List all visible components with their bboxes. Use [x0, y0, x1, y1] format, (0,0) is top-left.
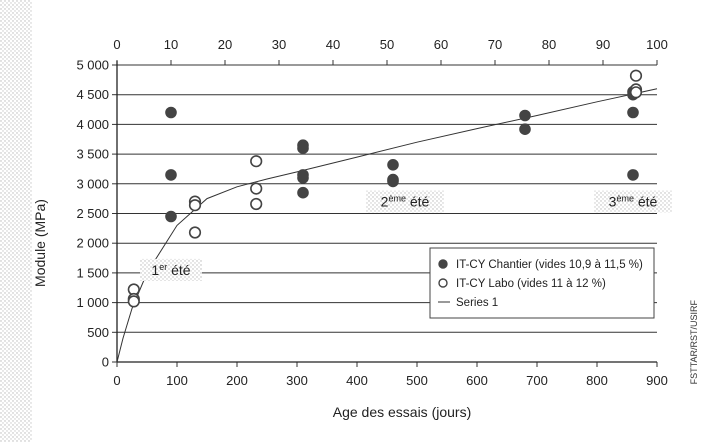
annotation-bg	[594, 190, 672, 213]
legend-label: IT-CY Labo (vides 11 à 12 %)	[456, 278, 606, 290]
x-axis-label: Age des essais (jours)	[333, 404, 472, 420]
x2-tick-label: 80	[542, 37, 556, 52]
x-tick-label: 400	[346, 373, 368, 388]
fit-curve-layer	[116, 88, 658, 363]
point-chantier	[387, 159, 399, 171]
y-tick-label: 500	[87, 325, 109, 340]
x-tick-label: 100	[166, 373, 188, 388]
image-credit: FSTTAR/RST/USIRF	[689, 300, 699, 385]
legend: IT-CY Chantier (vides 10,9 à 11,5 %) IT-C…	[429, 247, 655, 319]
legend-box	[429, 247, 655, 319]
x-tick-label: 800	[586, 373, 608, 388]
annotations: 1er été 2ème été 3ème été	[140, 190, 672, 281]
point-labo	[250, 155, 263, 168]
y-tick-label: 0	[102, 355, 109, 370]
point-labo	[250, 182, 263, 195]
annotation-label: 3ème été	[609, 194, 658, 210]
legend-marker-filled	[438, 259, 448, 269]
point-chantier	[627, 106, 639, 119]
x2-tick-label: 90	[596, 37, 610, 52]
x2-tick-label: 10	[164, 37, 178, 52]
point-chantier	[165, 106, 177, 119]
y-axis-label: Module (MPa)	[32, 199, 48, 287]
x-tick-label: 200	[226, 373, 248, 388]
x2-tick-label: 60	[434, 37, 448, 52]
y-tick-label: 5 000	[76, 58, 109, 73]
annotation-bg	[366, 190, 444, 213]
x-tick-label: 700	[526, 373, 548, 388]
x-tick-label: 0	[113, 373, 120, 388]
x2-tick-label: 70	[488, 37, 502, 52]
point-chantier	[627, 169, 639, 181]
data-points	[127, 69, 643, 308]
point-chantier	[519, 123, 531, 135]
y-tick-label: 4 500	[76, 87, 109, 102]
point-chantier	[165, 210, 177, 223]
x-tick-label: 500	[406, 373, 428, 388]
annotation-label: 1er été	[151, 262, 190, 278]
legend-label: IT-CY Chantier (vides 10,9 à 11,5 %)	[456, 259, 643, 271]
x2-tick-label: 30	[272, 37, 286, 52]
legend-label: Series 1	[456, 297, 498, 309]
point-labo	[629, 69, 643, 82]
y-tick-label: 2 500	[76, 206, 109, 221]
x-tick-label: 600	[466, 373, 488, 388]
annotation-bg	[140, 258, 202, 281]
point-chantier	[297, 172, 309, 184]
y-tick-label: 2 000	[76, 236, 109, 251]
y-tick-label: 4 000	[76, 117, 109, 132]
point-chantier	[297, 186, 309, 199]
annotation-label: 2ème été	[381, 194, 430, 210]
point-labo	[188, 199, 202, 212]
x2-tick-label: 50	[380, 37, 394, 52]
x2-tick-label: 100	[646, 37, 668, 52]
x-tick-label: 900	[646, 373, 668, 388]
point-labo	[250, 197, 263, 211]
y-tick-label: 1 500	[76, 265, 109, 280]
x2-tick-label: 20	[218, 37, 232, 52]
y-tick-label: 3 500	[76, 147, 109, 162]
x-tick-label: 300	[286, 373, 308, 388]
point-chantier	[387, 175, 399, 188]
point-labo	[188, 226, 202, 239]
x2-tick-label: 0	[113, 37, 120, 52]
point-labo	[629, 86, 643, 99]
grid	[117, 64, 657, 333]
point-chantier	[519, 109, 531, 122]
x2-tick-label: 40	[326, 37, 340, 52]
left-margin-texture	[0, 0, 32, 442]
series-1-curve	[116, 88, 658, 363]
point-labo	[127, 295, 140, 308]
y-tick-label: 3 000	[76, 176, 109, 191]
legend-marker-open	[438, 278, 448, 288]
point-chantier	[297, 142, 309, 154]
point-chantier	[165, 169, 177, 181]
y-tick-label: 1 000	[76, 295, 109, 310]
